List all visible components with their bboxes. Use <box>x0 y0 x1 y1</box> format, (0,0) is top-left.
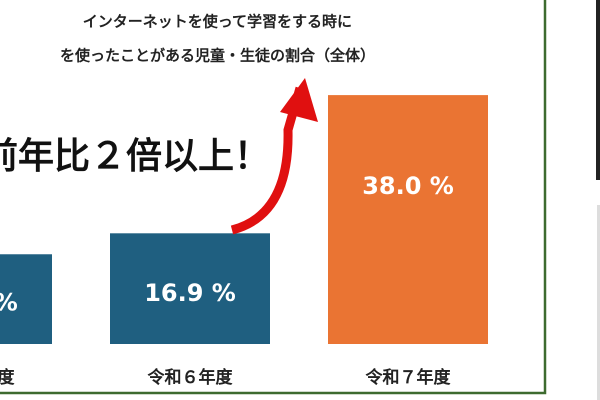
side-panel <box>596 0 600 180</box>
bar <box>0 254 52 344</box>
arrow-head <box>280 78 318 122</box>
annotation: 前年比２倍以上！ <box>0 136 270 177</box>
side-panel <box>597 205 600 400</box>
x-tick-label: 令和５年度 <box>0 367 15 388</box>
bar <box>110 233 270 344</box>
x-tick-label: 令和６年度 <box>148 367 234 388</box>
chart-title: を使ったことがある児童・生徒の割合（全体） <box>60 47 375 65</box>
value-label: 13.7 % <box>0 289 18 317</box>
value-label: 16.9 % <box>144 279 236 307</box>
x-tick-label: 令和７年度 <box>366 367 452 388</box>
arrow <box>230 86 305 235</box>
value-label: 38.0 % <box>362 172 454 200</box>
bar <box>328 95 488 344</box>
chart-title: インターネットを使って学習をする時に <box>83 13 352 31</box>
